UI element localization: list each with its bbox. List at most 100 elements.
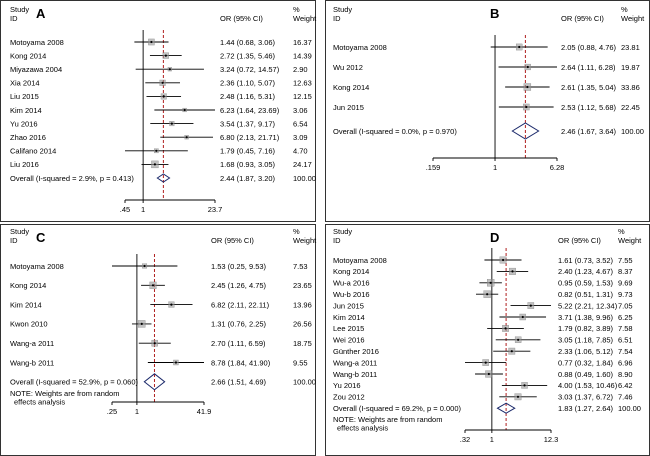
overall-weight-text: 100.00 (621, 127, 644, 136)
or-ci-text: 2.64 (1.11, 6.28) (561, 63, 616, 72)
point-estimate (484, 361, 487, 364)
or-ci-text: 0.95 (0.59, 1.53) (558, 279, 614, 288)
point-estimate (183, 108, 186, 112)
point-estimate (518, 45, 521, 49)
weight-text: 3.09 (293, 133, 308, 142)
header-or: OR (95% CI) (561, 14, 604, 23)
weight-text: 7.58 (618, 324, 633, 333)
header-study: Study (333, 227, 352, 236)
or-ci-text: 8.78 (1.84, 41.90) (211, 358, 271, 367)
overall-label: Overall (I-squared = 0.0%, p = 0.970) (333, 127, 457, 136)
panel-border (0, 0, 316, 222)
x-tick-label: 41.9 (197, 407, 212, 416)
note-text: effects analysis (14, 397, 65, 406)
study-label: Lee 2015 (333, 324, 364, 333)
or-ci-text: 2.70 (1.11, 6.59) (211, 339, 266, 348)
study-label: Wang-b 2011 (10, 358, 54, 367)
weight-text: 22.45 (621, 103, 640, 112)
weight-text: 26.56 (293, 320, 312, 329)
x-tick-label: .25 (107, 407, 117, 416)
weight-text: 23.81 (621, 43, 640, 52)
x-tick-label: 6.28 (550, 163, 565, 172)
note-text: NOTE: Weights are from random (10, 389, 119, 398)
study-label: Motoyama 2008 (10, 38, 64, 47)
point-estimate (155, 149, 158, 152)
header-pct: % (293, 227, 300, 236)
header-or: OR (95% CI) (211, 236, 254, 245)
point-estimate (164, 54, 167, 57)
or-ci-text: 1.79 (0.45, 7.16) (220, 147, 276, 156)
or-ci-text: 2.36 (1.10, 5.07) (220, 79, 276, 88)
study-label: Liu 2015 (10, 92, 39, 101)
weight-text: 2.90 (293, 65, 308, 74)
or-ci-text: 6.23 (1.64, 23.69) (220, 106, 280, 115)
study-label: Yu 2016 (10, 119, 38, 128)
overall-or-text: 2.46 (1.67, 3.64) (561, 127, 617, 136)
point-estimate (526, 85, 529, 89)
study-label: Wang-b 2011 (333, 370, 377, 379)
overall-weight-text: 100.00 (293, 378, 316, 387)
or-ci-text: 1.79 (0.82, 3.89) (558, 324, 614, 333)
weight-text: 7.05 (618, 301, 633, 310)
header-weight: Weight (293, 14, 317, 23)
header-id: ID (333, 14, 341, 23)
study-label: Kim 2014 (333, 313, 365, 322)
or-ci-text: 3.71 (1.38, 9.96) (558, 313, 614, 322)
or-ci-text: 0.77 (0.32, 1.84) (558, 358, 614, 367)
overall-or-text: 1.83 (1.27, 2.64) (558, 404, 614, 413)
point-estimate (185, 136, 188, 139)
overall-label: Overall (I-squared = 2.9%, p = 0.413) (10, 174, 134, 183)
weight-text: 7.54 (618, 347, 633, 356)
study-label: Wu-b 2016 (333, 290, 370, 299)
or-ci-text: 3.54 (1.37, 9.17) (220, 119, 276, 128)
weight-text: 7.46 (618, 393, 633, 402)
point-estimate (161, 81, 164, 84)
point-estimate (170, 122, 173, 125)
weight-text: 9.73 (618, 290, 633, 299)
study-label: Kim 2014 (10, 300, 42, 309)
header-weight: Weight (293, 236, 317, 245)
study-label: Kong 2014 (333, 267, 369, 276)
point-estimate (174, 361, 178, 364)
overall-diamond (496, 402, 516, 414)
x-tick-label: 1 (135, 407, 139, 416)
header-study: Study (10, 227, 29, 236)
point-estimate (517, 338, 520, 341)
x-tick-label: .159 (426, 163, 441, 172)
weight-text: 7.53 (293, 262, 308, 271)
point-estimate (153, 163, 157, 166)
study-label: Kong 2014 (10, 281, 46, 290)
study-label: Motoyama 2008 (333, 43, 387, 52)
header-or: OR (95% CI) (220, 14, 263, 23)
study-label: Motoyama 2008 (10, 262, 64, 271)
or-ci-text: 2.61 (1.35, 5.04) (561, 83, 617, 92)
or-ci-text: 6.80 (2.13, 21.71) (220, 133, 280, 142)
weight-text: 8.90 (618, 370, 633, 379)
point-estimate (525, 105, 528, 109)
study-label: Jun 2015 (333, 103, 364, 112)
weight-text: 14.39 (293, 51, 312, 60)
x-tick-label: 23.7 (208, 205, 223, 214)
header-id: ID (333, 236, 341, 245)
or-ci-text: 5.22 (2.21, 12.34) (558, 301, 618, 310)
panel-label: A (36, 6, 46, 21)
weight-text: 6.25 (618, 313, 633, 322)
point-estimate (162, 95, 165, 98)
weight-text: 18.75 (293, 339, 312, 348)
panel-label: B (490, 6, 499, 21)
point-estimate (489, 281, 492, 284)
or-ci-text: 2.72 (1.35, 5.46) (220, 51, 276, 60)
weight-text: 24.17 (293, 160, 312, 169)
point-estimate (504, 327, 507, 330)
panel-label: D (490, 230, 499, 245)
study-label: Wang-a 2011 (10, 339, 54, 348)
or-ci-text: 1.31 (0.76, 2.25) (211, 320, 267, 329)
panel-label: C (36, 230, 46, 245)
x-tick-label: 1 (490, 435, 494, 444)
or-ci-text: 6.82 (2.11, 22.11) (211, 300, 270, 309)
study-label: Kwon 2010 (10, 320, 48, 329)
x-tick-label: 1 (493, 163, 497, 172)
